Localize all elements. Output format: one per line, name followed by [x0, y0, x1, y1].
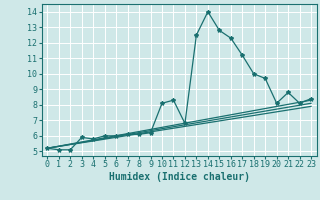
X-axis label: Humidex (Indice chaleur): Humidex (Indice chaleur)	[109, 172, 250, 182]
